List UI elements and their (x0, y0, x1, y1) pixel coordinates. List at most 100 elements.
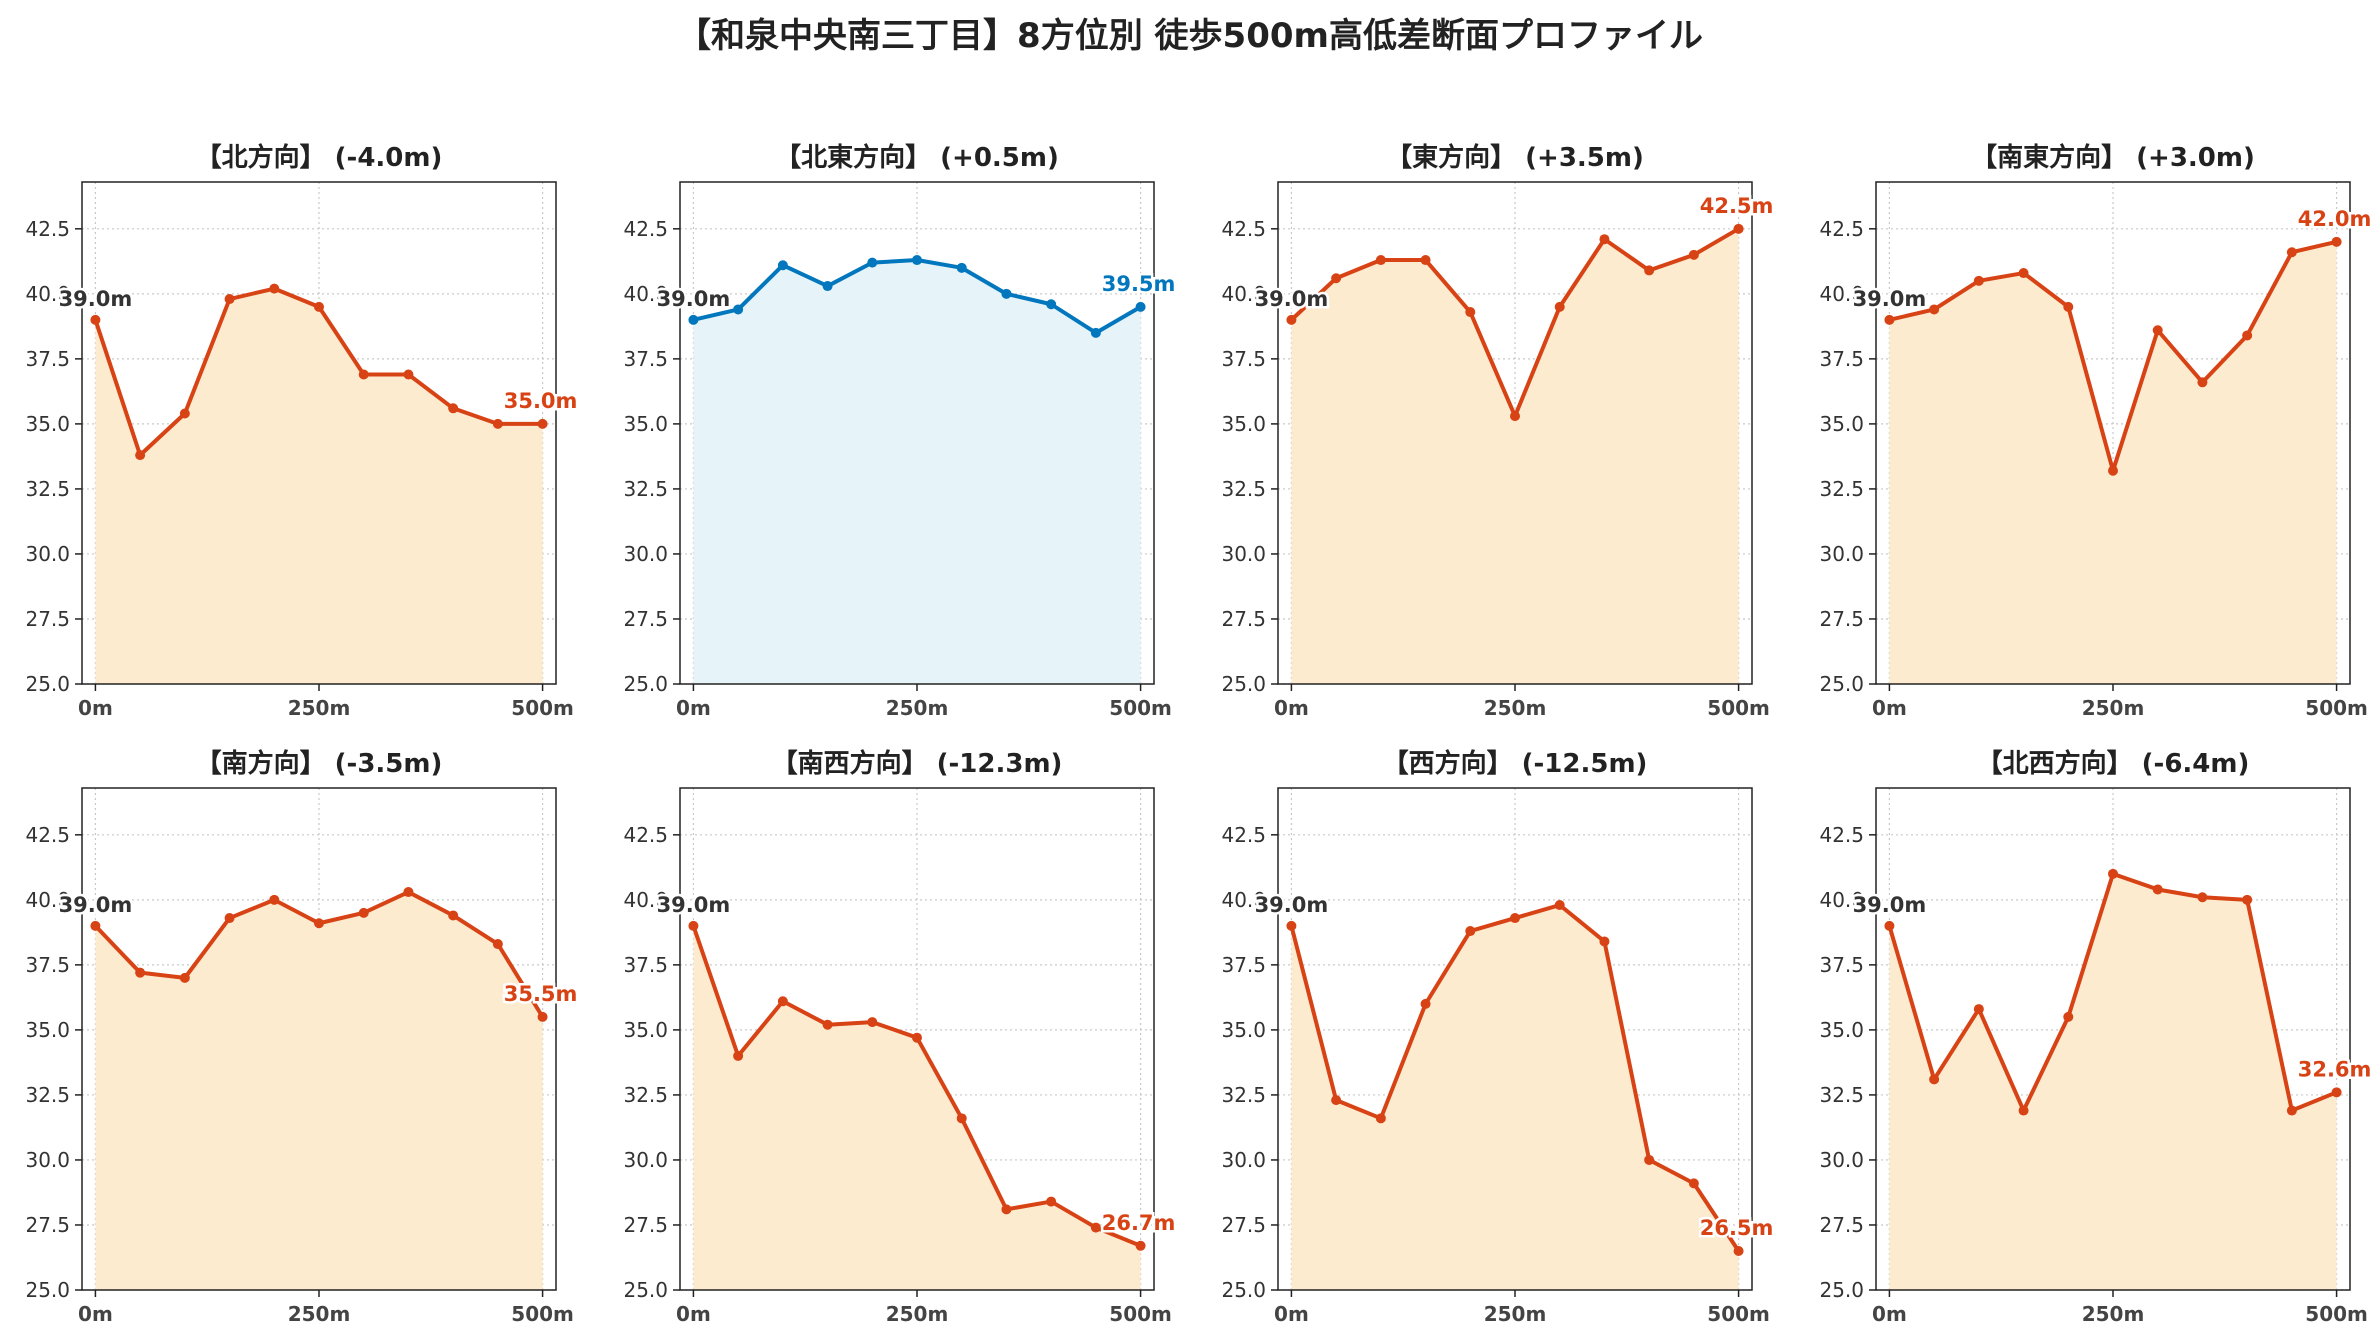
data-point (777, 260, 788, 271)
data-point (1001, 288, 1012, 299)
subplot-title: 【南方向】 (-3.5m) (196, 748, 443, 779)
y-tick-label: 35.0 (25, 412, 70, 436)
data-point (179, 408, 190, 419)
data-point (2018, 268, 2029, 279)
area-fill (693, 925, 1141, 1290)
area-fill (1889, 873, 2337, 1290)
data-point (135, 450, 146, 461)
data-point (2242, 330, 2253, 341)
y-tick-label: 32.5 (25, 477, 70, 501)
y-tick-label: 35.0 (1819, 1018, 1864, 1042)
data-point (269, 283, 280, 294)
y-tick-label: 30.0 (25, 1148, 70, 1172)
data-point (2331, 236, 2342, 247)
end-value-label: 39.5m (1102, 272, 1176, 296)
data-point (2063, 301, 2074, 312)
x-tick-label: 0m (78, 696, 113, 720)
y-tick-label: 27.5 (623, 607, 668, 631)
data-point (1375, 255, 1386, 266)
data-point (688, 920, 699, 931)
data-point (912, 255, 922, 266)
data-point (1465, 307, 1476, 318)
x-tick-label: 500m (1109, 1302, 1172, 1326)
data-point (2331, 1087, 2342, 1098)
y-tick-label: 35.0 (623, 412, 668, 436)
data-point (1510, 913, 1520, 924)
end-value-label: 32.6m (2298, 1057, 2372, 1081)
data-point (1644, 1154, 1655, 1165)
x-tick-label: 250m (2082, 696, 2145, 720)
y-tick-label: 40.0 (623, 888, 668, 912)
subplot-6: 【南西方向】 (-12.3m) 25.0 27.5 30.0 32.5 35.0 37.5 4… (623, 748, 1177, 1326)
data-point (269, 894, 280, 905)
y-tick-label: 27.5 (25, 607, 70, 631)
y-tick-label: 37.5 (1221, 953, 1266, 977)
data-point (358, 369, 369, 380)
data-point (1286, 314, 1297, 325)
start-value-label: 39.0m (1255, 287, 1329, 311)
x-tick-label: 250m (288, 696, 351, 720)
data-point (1510, 411, 1520, 422)
data-point (1884, 314, 1895, 325)
end-value-label: 35.0m (504, 389, 578, 413)
data-point (1331, 1095, 1342, 1106)
y-tick-label: 25.0 (1819, 1278, 1864, 1302)
data-point (688, 314, 699, 325)
y-tick-label: 40.0 (1221, 282, 1266, 306)
area-fill (693, 260, 1141, 684)
area-fill (1291, 905, 1739, 1290)
data-point (867, 1017, 878, 1028)
x-tick-label: 0m (676, 696, 711, 720)
data-point (1599, 234, 1610, 245)
data-point (90, 920, 101, 931)
data-point (1973, 275, 1984, 286)
x-tick-label: 500m (1707, 1302, 1770, 1326)
data-point (224, 913, 235, 924)
y-tick-label: 37.5 (623, 953, 668, 977)
y-tick-label: 35.0 (623, 1018, 668, 1042)
y-tick-label: 25.0 (1221, 672, 1266, 696)
y-tick-label: 37.5 (1819, 347, 1864, 371)
data-point (2286, 1105, 2297, 1116)
y-tick-label: 35.0 (25, 1018, 70, 1042)
y-tick-label: 30.0 (25, 542, 70, 566)
data-point (2152, 884, 2163, 895)
x-tick-label: 250m (886, 696, 949, 720)
data-point (2197, 377, 2208, 388)
x-tick-label: 250m (886, 1302, 949, 1326)
y-tick-label: 25.0 (25, 1278, 70, 1302)
y-tick-label: 42.5 (623, 217, 668, 241)
subplot-5: 【南方向】 (-3.5m) 25.0 27.5 30.0 32.5 35.0 37.5 40.… (25, 748, 579, 1326)
y-tick-label: 42.5 (25, 823, 70, 847)
figure-title: 【和泉中央南三丁目】8方位別 徒歩500m高低差断面プロファイル (677, 16, 1703, 56)
data-point (1001, 1204, 1012, 1215)
y-tick-label: 25.0 (1819, 672, 1864, 696)
data-point (448, 910, 459, 921)
data-point (2063, 1011, 2074, 1022)
y-tick-label: 35.0 (1221, 1018, 1266, 1042)
data-point (1135, 1240, 1146, 1251)
subplot-8: 【北西方向】 (-6.4m) 25.0 27.5 30.0 32.5 35.0 37.5 40… (1819, 748, 2373, 1326)
y-tick-label: 30.0 (623, 1148, 668, 1172)
start-value-label: 39.0m (1255, 893, 1329, 917)
x-tick-label: 500m (1707, 696, 1770, 720)
end-value-label: 26.5m (1700, 1216, 1774, 1240)
data-point (1135, 301, 1146, 312)
end-value-label: 35.5m (504, 982, 578, 1006)
data-point (1331, 273, 1342, 284)
data-point (2197, 892, 2208, 903)
y-tick-label: 25.0 (623, 672, 668, 696)
y-tick-label: 27.5 (1221, 607, 1266, 631)
y-tick-label: 30.0 (1221, 542, 1266, 566)
subplot-title: 【東方向】 (+3.5m) (1386, 142, 1644, 173)
data-point (1554, 301, 1565, 312)
data-point (733, 1050, 744, 1061)
data-point (2286, 247, 2297, 258)
y-tick-label: 32.5 (623, 477, 668, 501)
y-tick-label: 37.5 (623, 347, 668, 371)
subplot-title: 【南西方向】 (-12.3m) (772, 748, 1063, 779)
x-tick-label: 0m (1872, 696, 1907, 720)
data-point (1929, 1074, 1940, 1085)
data-point (1375, 1113, 1386, 1124)
data-point (912, 1032, 922, 1043)
